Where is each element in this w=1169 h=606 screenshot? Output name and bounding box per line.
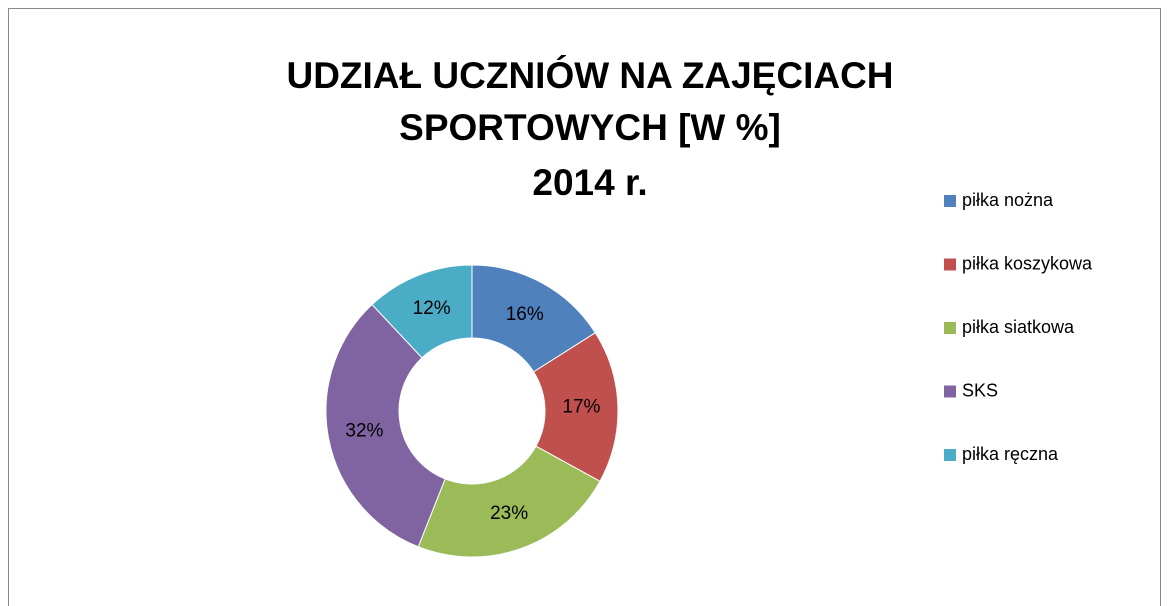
legend-swatch: [944, 258, 956, 271]
legend-swatch: [944, 322, 956, 334]
data-label: 23%: [490, 503, 528, 524]
chart-frame: [8, 8, 1161, 606]
chart-title: 2014 r.: [532, 162, 647, 203]
legend-label: piłka nożna: [962, 190, 1054, 210]
legend-swatch: [944, 195, 956, 207]
donut-slice: [325, 303, 446, 548]
data-label: 16%: [506, 304, 544, 325]
donut-slice: [417, 445, 601, 558]
donut-slice: [532, 332, 619, 483]
legend-label: piłka koszykowa: [962, 253, 1093, 273]
legend-label: SKS: [962, 380, 998, 400]
legend-swatch: [944, 385, 956, 398]
chart-title: UDZIAŁ UCZNIÓW NA ZAJĘCIACH: [286, 54, 893, 96]
donut-slice: [371, 264, 473, 359]
chart-title: SPORTOWYCH [W %]: [399, 107, 781, 148]
data-label: 32%: [345, 421, 383, 442]
data-label: 12%: [413, 298, 451, 319]
data-label: 17%: [562, 397, 600, 418]
legend-label: piłka ręczna: [962, 444, 1059, 464]
legend-label: piłka siatkowa: [962, 317, 1075, 337]
legend-swatch: [944, 449, 956, 461]
